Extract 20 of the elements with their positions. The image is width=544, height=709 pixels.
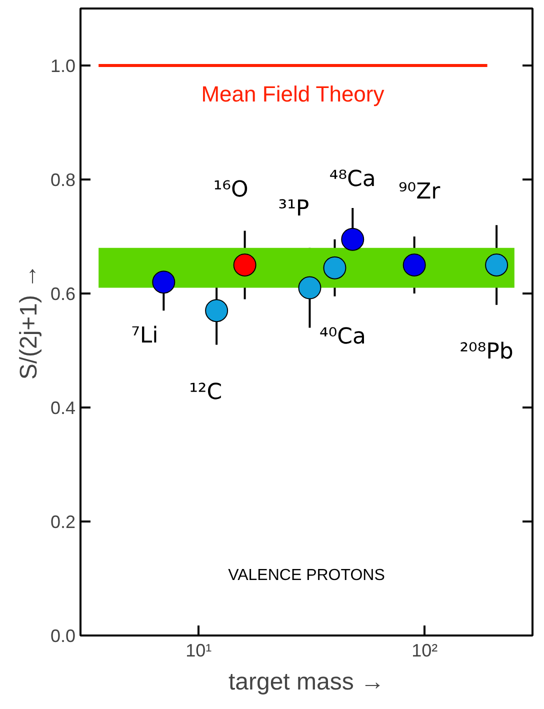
annotation: ⁴⁸Ca xyxy=(329,166,376,192)
annotation: ¹⁶O xyxy=(213,178,248,202)
annotation: ¹²C xyxy=(189,380,222,406)
y-tick-label: 1.0 xyxy=(50,56,76,76)
annotation: ²⁰⁸Pb xyxy=(460,340,514,364)
y-tick-label: 0.0 xyxy=(50,626,76,646)
x-tick-label: 10² xyxy=(412,640,438,660)
ref-line-label: Mean Field Theory xyxy=(201,82,384,106)
annotation: ⁴⁰Ca xyxy=(319,324,366,350)
y-axis-title: S/(2j+1) → xyxy=(15,264,42,380)
annotation: VALENCE PROTONS xyxy=(228,567,385,584)
y-tick-label: 0.2 xyxy=(50,512,76,532)
y-tick-label: 0.4 xyxy=(50,398,76,418)
x-axis-title: target mass → xyxy=(228,668,385,696)
annotation: ⁹⁰Zr xyxy=(398,180,442,204)
annotation: ³¹P xyxy=(278,196,310,222)
annotation: ⁷Li xyxy=(131,324,158,349)
y-tick-label: 0.6 xyxy=(50,284,76,304)
y-tick-label: 0.8 xyxy=(50,170,76,190)
x-tick-label: 10¹ xyxy=(186,640,212,660)
